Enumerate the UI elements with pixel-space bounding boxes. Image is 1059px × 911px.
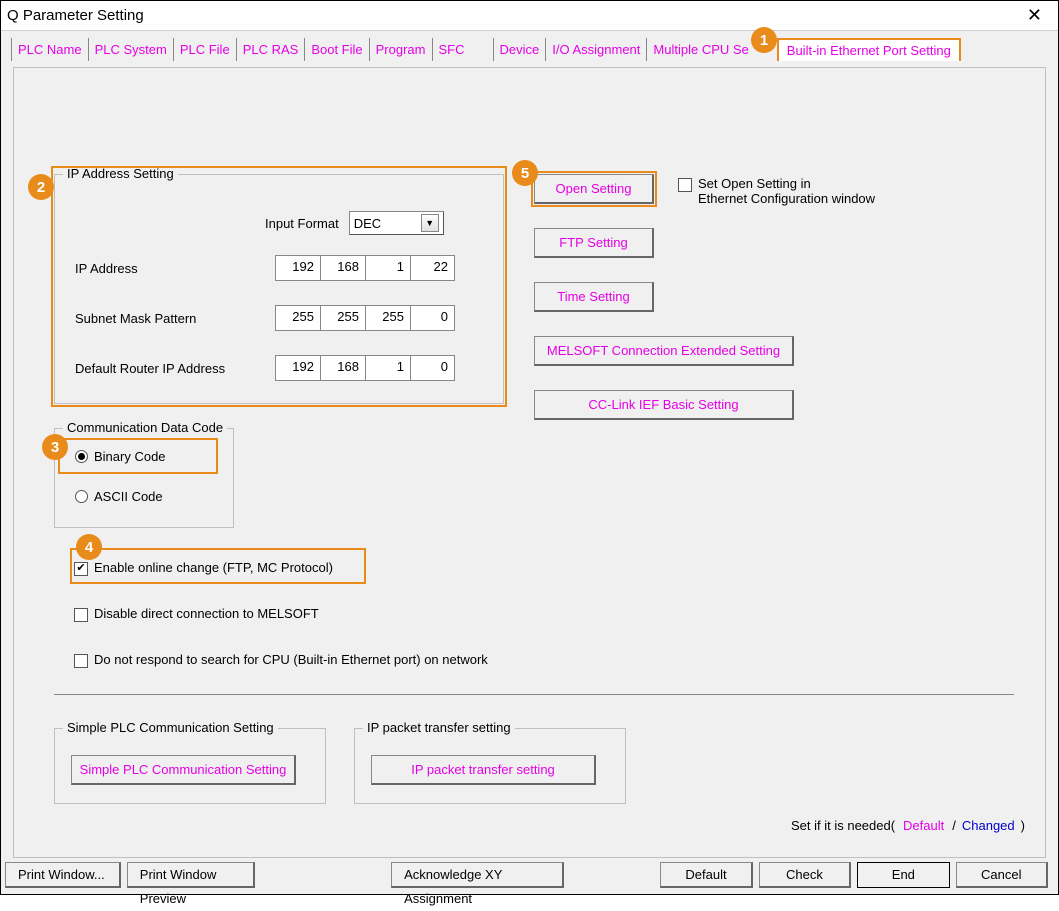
callout-1: 1 (751, 27, 777, 53)
melsoft-extended-button[interactable]: MELSOFT Connection Extended Setting (534, 336, 794, 366)
ip-packet-button[interactable]: IP packet transfer setting (371, 755, 596, 785)
print-window-button[interactable]: Print Window... (5, 862, 121, 888)
set-open-line2: Ethernet Configuration window (698, 191, 875, 206)
subnet-mask-input[interactable]: 255 255 255 0 (275, 305, 455, 331)
ftp-setting-button[interactable]: FTP Setting (534, 228, 654, 258)
end-button[interactable]: End (857, 862, 949, 888)
default-button[interactable]: Default (660, 862, 752, 888)
set-open-label: Set Open Setting in Ethernet Configurati… (698, 176, 875, 206)
check-button[interactable]: Check (759, 862, 851, 888)
tab-program[interactable]: Program (369, 38, 432, 61)
ip-address-label: IP Address (75, 261, 275, 276)
tab-boot-file[interactable]: Boot File (304, 38, 368, 61)
ip-octet-3[interactable]: 1 (365, 255, 410, 281)
tab-strip: PLC Name PLC System PLC File PLC RAS Boo… (1, 31, 1058, 61)
mask-octet-3[interactable]: 255 (365, 305, 410, 331)
binary-radio[interactable] (75, 450, 88, 463)
subnet-mask-label: Subnet Mask Pattern (75, 311, 275, 326)
router-octet-2[interactable]: 168 (320, 355, 365, 381)
simple-plc-fieldset: Simple PLC Communication Setting Simple … (54, 728, 326, 804)
input-format-value: DEC (354, 216, 381, 231)
disable-direct-checkbox[interactable] (74, 608, 88, 622)
ip-octet-2[interactable]: 168 (320, 255, 365, 281)
tab-plc-name[interactable]: PLC Name (11, 38, 88, 61)
comm-code-legend: Communication Data Code (63, 420, 227, 435)
tab-ethernet-port[interactable]: Built-in Ethernet Port Setting (777, 38, 961, 61)
binary-label: Binary Code (94, 449, 166, 464)
mask-octet-4[interactable]: 0 (410, 305, 455, 331)
set-if-needed-text: Set if it is needed( Default / Changed ) (791, 818, 1025, 833)
cclink-basic-button[interactable]: CC-Link IEF Basic Setting (534, 390, 794, 420)
ack-xy-button[interactable]: Acknowledge XY Assignment (391, 862, 564, 888)
ascii-radio[interactable] (75, 490, 88, 503)
router-octet-1[interactable]: 192 (275, 355, 320, 381)
router-octet-3[interactable]: 1 (365, 355, 410, 381)
print-preview-button[interactable]: Print Window Preview (127, 862, 255, 888)
footer-bar: Print Window... Print Window Preview Ack… (5, 862, 1054, 890)
input-format-dropdown[interactable]: DEC ▼ (349, 211, 444, 235)
close-icon[interactable]: ✕ (1019, 5, 1050, 26)
time-setting-button[interactable]: Time Setting (534, 282, 654, 312)
default-router-label: Default Router IP Address (75, 361, 275, 376)
tab-plc-file[interactable]: PLC File (173, 38, 236, 61)
window: Q Parameter Setting ✕ PLC Name PLC Syste… (0, 0, 1059, 895)
ip-address-fieldset: IP Address Setting Input Format DEC ▼ IP… (54, 174, 504, 404)
titlebar: Q Parameter Setting ✕ (1, 1, 1058, 31)
default-router-input[interactable]: 192 168 1 0 (275, 355, 455, 381)
tab-plc-ras[interactable]: PLC RAS (236, 38, 305, 61)
no-respond-row[interactable]: Do not respond to search for CPU (Built-… (74, 652, 488, 668)
open-setting-button[interactable]: Open Setting (534, 174, 654, 204)
set-open-checkbox[interactable] (678, 178, 692, 192)
ip-packet-legend: IP packet transfer setting (363, 720, 515, 735)
ip-legend: IP Address Setting (63, 166, 178, 181)
set-open-line1: Set Open Setting in (698, 176, 811, 191)
ip-packet-fieldset: IP packet transfer setting IP packet tra… (354, 728, 626, 804)
simple-plc-legend: Simple PLC Communication Setting (63, 720, 278, 735)
callout-3: 3 (42, 434, 68, 460)
callout-4: 4 (76, 534, 102, 560)
binary-code-row[interactable]: Binary Code (75, 449, 166, 464)
window-title: Q Parameter Setting (7, 7, 144, 24)
ascii-label: ASCII Code (94, 489, 163, 504)
enable-online-checkbox[interactable]: ✔ (74, 562, 88, 576)
disable-direct-label: Disable direct connection to MELSOFT (94, 606, 319, 621)
tab-sfc[interactable]: SFC (432, 38, 493, 61)
input-format-label: Input Format (265, 216, 339, 231)
set-needed-close: ) (1021, 818, 1025, 833)
content-area: PLC Name PLC System PLC File PLC RAS Boo… (1, 31, 1058, 894)
tab-plc-system[interactable]: PLC System (88, 38, 173, 61)
set-needed-changed: Changed (962, 818, 1015, 833)
ascii-code-row[interactable]: ASCII Code (75, 489, 163, 504)
comm-data-code-fieldset: Communication Data Code Binary Code ASCI… (54, 428, 234, 528)
callout-2: 2 (28, 174, 54, 200)
enable-online-label: Enable online change (FTP, MC Protocol) (94, 560, 333, 575)
ip-octet-4[interactable]: 22 (410, 255, 455, 281)
no-respond-label: Do not respond to search for CPU (Built-… (94, 652, 488, 667)
set-open-setting-row: Set Open Setting in Ethernet Configurati… (678, 176, 875, 206)
callout-5: 5 (512, 160, 538, 186)
set-needed-slash: / (952, 818, 956, 833)
disable-direct-row[interactable]: Disable direct connection to MELSOFT (74, 606, 319, 622)
dropdown-arrow-icon: ▼ (421, 214, 439, 232)
simple-plc-button[interactable]: Simple PLC Communication Setting (71, 755, 296, 785)
mask-octet-2[interactable]: 255 (320, 305, 365, 331)
no-respond-checkbox[interactable] (74, 654, 88, 668)
tab-io-assignment[interactable]: I/O Assignment (545, 38, 646, 61)
set-needed-prefix: Set if it is needed( (791, 818, 895, 833)
tab-body: IP Address Setting Input Format DEC ▼ IP… (13, 67, 1046, 858)
tab-device[interactable]: Device (493, 38, 546, 61)
ip-octet-1[interactable]: 192 (275, 255, 320, 281)
enable-online-row[interactable]: ✔ Enable online change (FTP, MC Protocol… (74, 560, 333, 576)
separator-line (54, 694, 1014, 695)
set-needed-default: Default (903, 818, 944, 833)
router-octet-4[interactable]: 0 (410, 355, 455, 381)
ip-address-input[interactable]: 192 168 1 22 (275, 255, 455, 281)
cancel-button[interactable]: Cancel (956, 862, 1048, 888)
mask-octet-1[interactable]: 255 (275, 305, 320, 331)
